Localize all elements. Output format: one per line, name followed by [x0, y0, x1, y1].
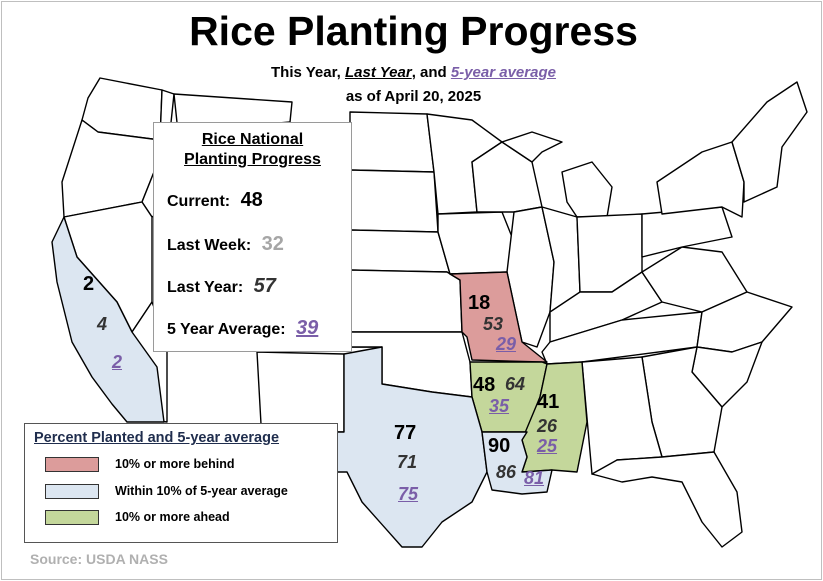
chart-subtitle: This Year, Last Year, and 5-year average	[2, 64, 821, 81]
legend-swatch-within	[45, 484, 99, 499]
arkansas-last-year: 64	[505, 374, 526, 394]
state-kansas	[346, 269, 463, 333]
source-note: Source: USDA NASS	[30, 551, 168, 567]
texas-current: 77	[394, 422, 417, 444]
louisiana-current: 90	[488, 435, 511, 457]
national-last-year-row: Last Year: 57	[167, 275, 276, 298]
national-title-line1: Rice National	[201, 131, 304, 148]
national-last-week-row: Last Week: 32	[167, 233, 284, 256]
arkansas-average: 35	[489, 396, 510, 416]
national-current-label: Current:	[167, 193, 231, 210]
state-california	[51, 216, 165, 423]
legend-label-within: Within 10% of 5-year average	[115, 484, 288, 498]
national-current-value: 48	[240, 189, 263, 211]
texas-average: 75	[398, 484, 419, 504]
legend-title: Percent Planted and 5-year average	[34, 430, 280, 446]
legend-label-ahead: 10% or more ahead	[115, 510, 230, 524]
state-south-dakota	[349, 169, 439, 233]
state-michigan	[561, 161, 613, 218]
missouri-average: 29	[496, 334, 517, 354]
subtitle-and: , and	[411, 64, 447, 81]
national-last-year-value: 57	[253, 275, 276, 297]
national-last-week-label: Last Week:	[167, 237, 252, 254]
subtitle-average: 5-year average	[450, 64, 556, 81]
national-title-line2: Planting Progress	[184, 151, 321, 168]
subtitle-last-year: Last Year	[344, 64, 412, 81]
state-missouri	[449, 271, 548, 363]
subtitle-this-year: This Year,	[271, 64, 341, 81]
state-louisiana	[481, 431, 553, 495]
national-progress-box: Rice National Planting Progress Current:…	[153, 122, 352, 352]
legend-swatch-ahead	[45, 510, 99, 525]
missouri-current: 18	[468, 292, 491, 314]
national-current-row: Current: 48	[167, 189, 263, 212]
national-average-value: 39	[296, 317, 319, 339]
legend-label-behind: 10% or more behind	[115, 457, 235, 471]
national-average-row: 5 Year Average: 39	[167, 317, 318, 340]
missouri-last-year: 53	[483, 314, 504, 334]
legend-swatch-behind	[45, 457, 99, 472]
arkansas-current: 48	[473, 374, 496, 396]
chart-date: as of April 20, 2025	[345, 88, 482, 105]
chart-title: Rice Planting Progress	[189, 8, 638, 54]
louisiana-last-year: 86	[496, 462, 517, 482]
louisiana-average: 81	[524, 468, 545, 488]
state-iowa	[437, 211, 515, 275]
national-progress-title: Rice National Planting Progress	[154, 130, 351, 170]
mississippi-last-year: 26	[537, 416, 558, 436]
national-last-year-label: Last Year:	[167, 279, 244, 296]
california-average: 2	[112, 352, 123, 372]
mississippi-current: 41	[537, 391, 560, 413]
state-new-england	[731, 81, 808, 203]
state-michigan-upper	[501, 131, 563, 163]
legend: Percent Planted and 5-year average 10% o…	[24, 423, 338, 543]
california-current: 2	[83, 273, 95, 295]
national-last-week-value: 32	[261, 233, 284, 255]
california-last-year: 4	[97, 314, 108, 334]
state-florida	[591, 451, 743, 548]
state-new-york	[656, 141, 745, 218]
texas-last-year: 71	[397, 452, 418, 472]
mississippi-average: 25	[537, 436, 558, 456]
national-average-label: 5 Year Average:	[167, 321, 286, 338]
state-north-dakota	[349, 111, 435, 173]
state-nebraska	[349, 229, 451, 275]
